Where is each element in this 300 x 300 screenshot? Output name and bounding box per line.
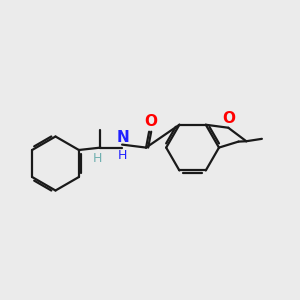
Text: N: N — [116, 130, 129, 145]
Text: O: O — [222, 111, 236, 126]
Text: H: H — [93, 152, 102, 164]
Text: O: O — [144, 114, 157, 129]
Text: H: H — [118, 149, 128, 162]
